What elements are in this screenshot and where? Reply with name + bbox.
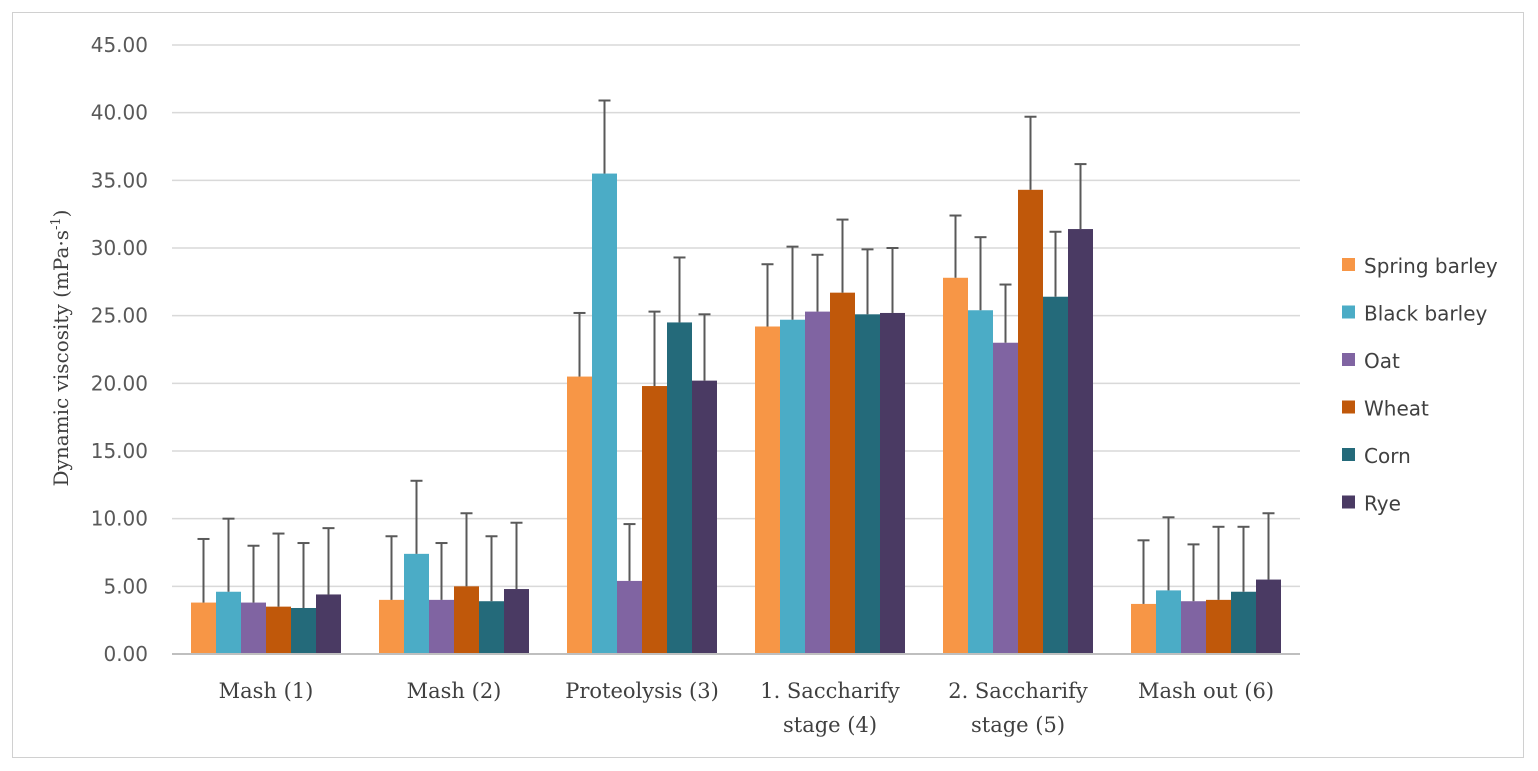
bar-rye xyxy=(316,594,341,654)
bar-wheat xyxy=(1018,189,1043,654)
bar-corn xyxy=(1231,591,1256,654)
bar-black-barley xyxy=(592,173,617,655)
legend-label: Spring barley xyxy=(1364,254,1498,278)
y-tick-label: 30.00 xyxy=(91,236,148,260)
bar-rye xyxy=(504,589,529,654)
legend-swatch xyxy=(1342,353,1355,366)
category-label: Mash (2) xyxy=(407,679,502,703)
bar-oat xyxy=(1181,601,1206,654)
category-label: Mash out (6) xyxy=(1138,679,1274,703)
category-label: stage (5) xyxy=(971,713,1065,737)
gridlines xyxy=(172,44,1300,588)
category-label: Proteolysis (3) xyxy=(565,679,719,703)
bar-corn xyxy=(479,601,504,654)
bar-spring-barley xyxy=(191,602,216,654)
bar-wheat xyxy=(642,386,667,654)
bar-rye xyxy=(692,380,717,654)
legend-swatch xyxy=(1342,305,1355,319)
bar-rye xyxy=(1068,229,1093,654)
bar-oat xyxy=(617,580,642,654)
bar-wheat xyxy=(266,606,291,654)
category-label: 2. Saccharify xyxy=(948,679,1088,703)
legend-label: Oat xyxy=(1364,349,1400,373)
bar-oat xyxy=(805,311,830,654)
legend-swatch xyxy=(1342,448,1355,461)
legend-label: Wheat xyxy=(1364,397,1429,421)
bar-black-barley xyxy=(1156,590,1181,654)
y-tick-label: 40.00 xyxy=(91,101,148,125)
bar-oat xyxy=(993,342,1018,654)
bar-spring-barley xyxy=(755,326,780,654)
bar-spring-barley xyxy=(1131,603,1156,654)
y-axis-label: Dynamic viscosity (mPa·s-1) xyxy=(49,210,73,487)
x-axis-categories: Mash (1) Mash (2) Proteolysis (3) 1. Saccha… xyxy=(219,679,1274,737)
legend-swatch xyxy=(1342,258,1355,271)
y-tick-label: 25.00 xyxy=(91,304,148,328)
bar-black-barley xyxy=(968,310,993,654)
bar-wheat xyxy=(1206,599,1231,654)
bar-corn xyxy=(291,607,316,654)
bar-black-barley xyxy=(216,591,241,654)
category-label: 1. Saccharify xyxy=(760,679,900,703)
y-tick-label: 35.00 xyxy=(91,168,148,192)
bar-spring-barley xyxy=(567,376,592,654)
bar-black-barley xyxy=(780,319,805,654)
error-bars xyxy=(197,99,1275,608)
y-tick-label: 10.00 xyxy=(91,507,148,531)
y-tick-label: 45.00 xyxy=(91,33,148,57)
y-tick-label: 5.00 xyxy=(103,574,148,598)
bar-wheat xyxy=(830,292,855,654)
bar-spring-barley xyxy=(943,277,968,654)
bars xyxy=(191,173,1281,655)
bar-corn xyxy=(1043,296,1068,654)
bar-oat xyxy=(241,602,266,654)
legend-swatch xyxy=(1342,400,1355,414)
bar-black-barley xyxy=(404,553,429,654)
y-tick-label: 15.00 xyxy=(91,439,148,463)
bar-corn xyxy=(667,322,692,654)
legend-swatch xyxy=(1342,495,1355,509)
legend: Spring barley Black barley Oat Wheat Corn Rye xyxy=(1342,254,1498,516)
bar-rye xyxy=(880,312,905,654)
y-axis-ticks: 0.00 5.00 10.00 15.00 20.00 25.00 30.00 35.00 40… xyxy=(91,33,148,666)
bar-wheat xyxy=(454,586,479,654)
bar-rye xyxy=(1256,579,1281,654)
category-label: Mash (1) xyxy=(219,679,314,703)
y-axis-label-superscript: -1 xyxy=(49,217,64,230)
y-axis-label-end: ) xyxy=(49,210,73,218)
bar-oat xyxy=(429,599,454,654)
y-tick-label: 0.00 xyxy=(103,642,148,666)
category-label: stage (4) xyxy=(783,713,877,737)
legend-label: Black barley xyxy=(1364,302,1488,326)
legend-label: Corn xyxy=(1364,444,1411,468)
legend-label: Rye xyxy=(1364,492,1401,516)
bar-corn xyxy=(855,314,880,654)
bar-spring-barley xyxy=(379,599,404,654)
y-tick-label: 20.00 xyxy=(91,371,148,395)
